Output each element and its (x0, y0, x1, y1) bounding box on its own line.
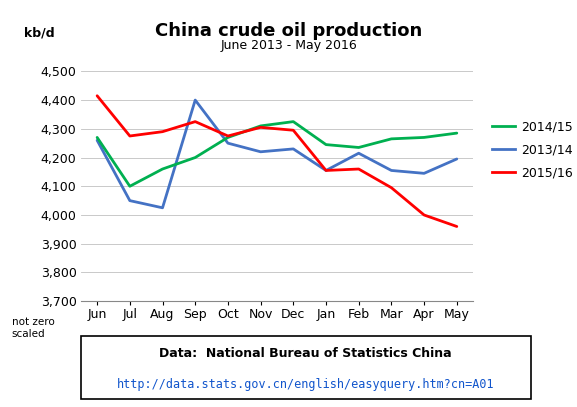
Text: June 2013 - May 2016: June 2013 - May 2016 (220, 39, 357, 52)
FancyBboxPatch shape (81, 336, 531, 399)
Text: kb/d: kb/d (24, 27, 54, 40)
Text: Data:  National Bureau of Statistics China: Data: National Bureau of Statistics Chin… (159, 347, 452, 360)
Text: not zero
scaled: not zero scaled (12, 317, 54, 339)
Text: China crude oil production: China crude oil production (155, 22, 422, 40)
Legend: 2014/15, 2013/14, 2015/16: 2014/15, 2013/14, 2015/16 (487, 115, 577, 184)
Text: http://data.stats.gov.cn/english/easyquery.htm?cn=A01: http://data.stats.gov.cn/english/easyque… (117, 379, 494, 392)
